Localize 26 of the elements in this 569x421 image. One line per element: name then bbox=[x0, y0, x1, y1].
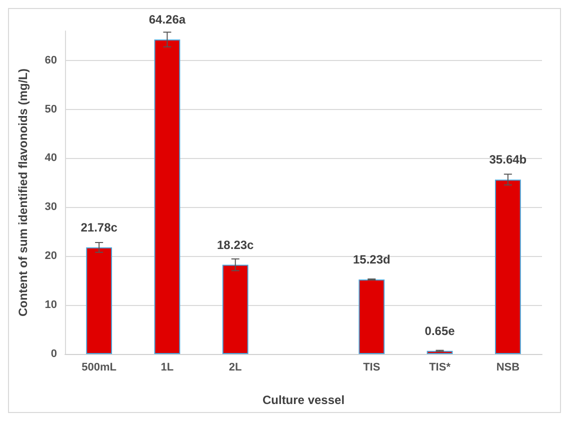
data-label: 64.26a bbox=[148, 12, 186, 27]
y-tick-label: 10 bbox=[44, 299, 57, 312]
bar bbox=[494, 180, 521, 354]
bar bbox=[86, 247, 112, 354]
data-label: 21.78c bbox=[80, 220, 118, 234]
y-tick-label: 0 bbox=[50, 348, 57, 360]
x-tick-label: 500mL bbox=[82, 362, 117, 374]
x-tick-label: TIS bbox=[363, 362, 380, 374]
bar bbox=[358, 279, 385, 354]
y-axis-title: Content of sum identified flavonoids (mg/L) bbox=[16, 68, 30, 316]
y-tick-label: 40 bbox=[44, 152, 57, 164]
y-tick-label: 50 bbox=[44, 103, 57, 116]
data-label: 35.64b bbox=[489, 152, 527, 167]
x-tick-label: TIS* bbox=[429, 362, 452, 374]
x-tick-label: 2L bbox=[228, 362, 242, 374]
bar bbox=[222, 264, 248, 354]
y-tick-label: 60 bbox=[44, 54, 57, 66]
data-label: 15.23d bbox=[352, 252, 390, 266]
data-label: 0.65e bbox=[424, 324, 456, 338]
data-label: 18.23c bbox=[217, 238, 254, 252]
y-tick-label: 20 bbox=[44, 250, 57, 262]
x-axis-title: Culture vessel bbox=[262, 393, 345, 407]
x-tick-label: NSB bbox=[496, 362, 520, 374]
y-tick-label: 30 bbox=[44, 201, 57, 214]
bar bbox=[154, 40, 180, 354]
x-tick-label: 1L bbox=[160, 362, 174, 374]
